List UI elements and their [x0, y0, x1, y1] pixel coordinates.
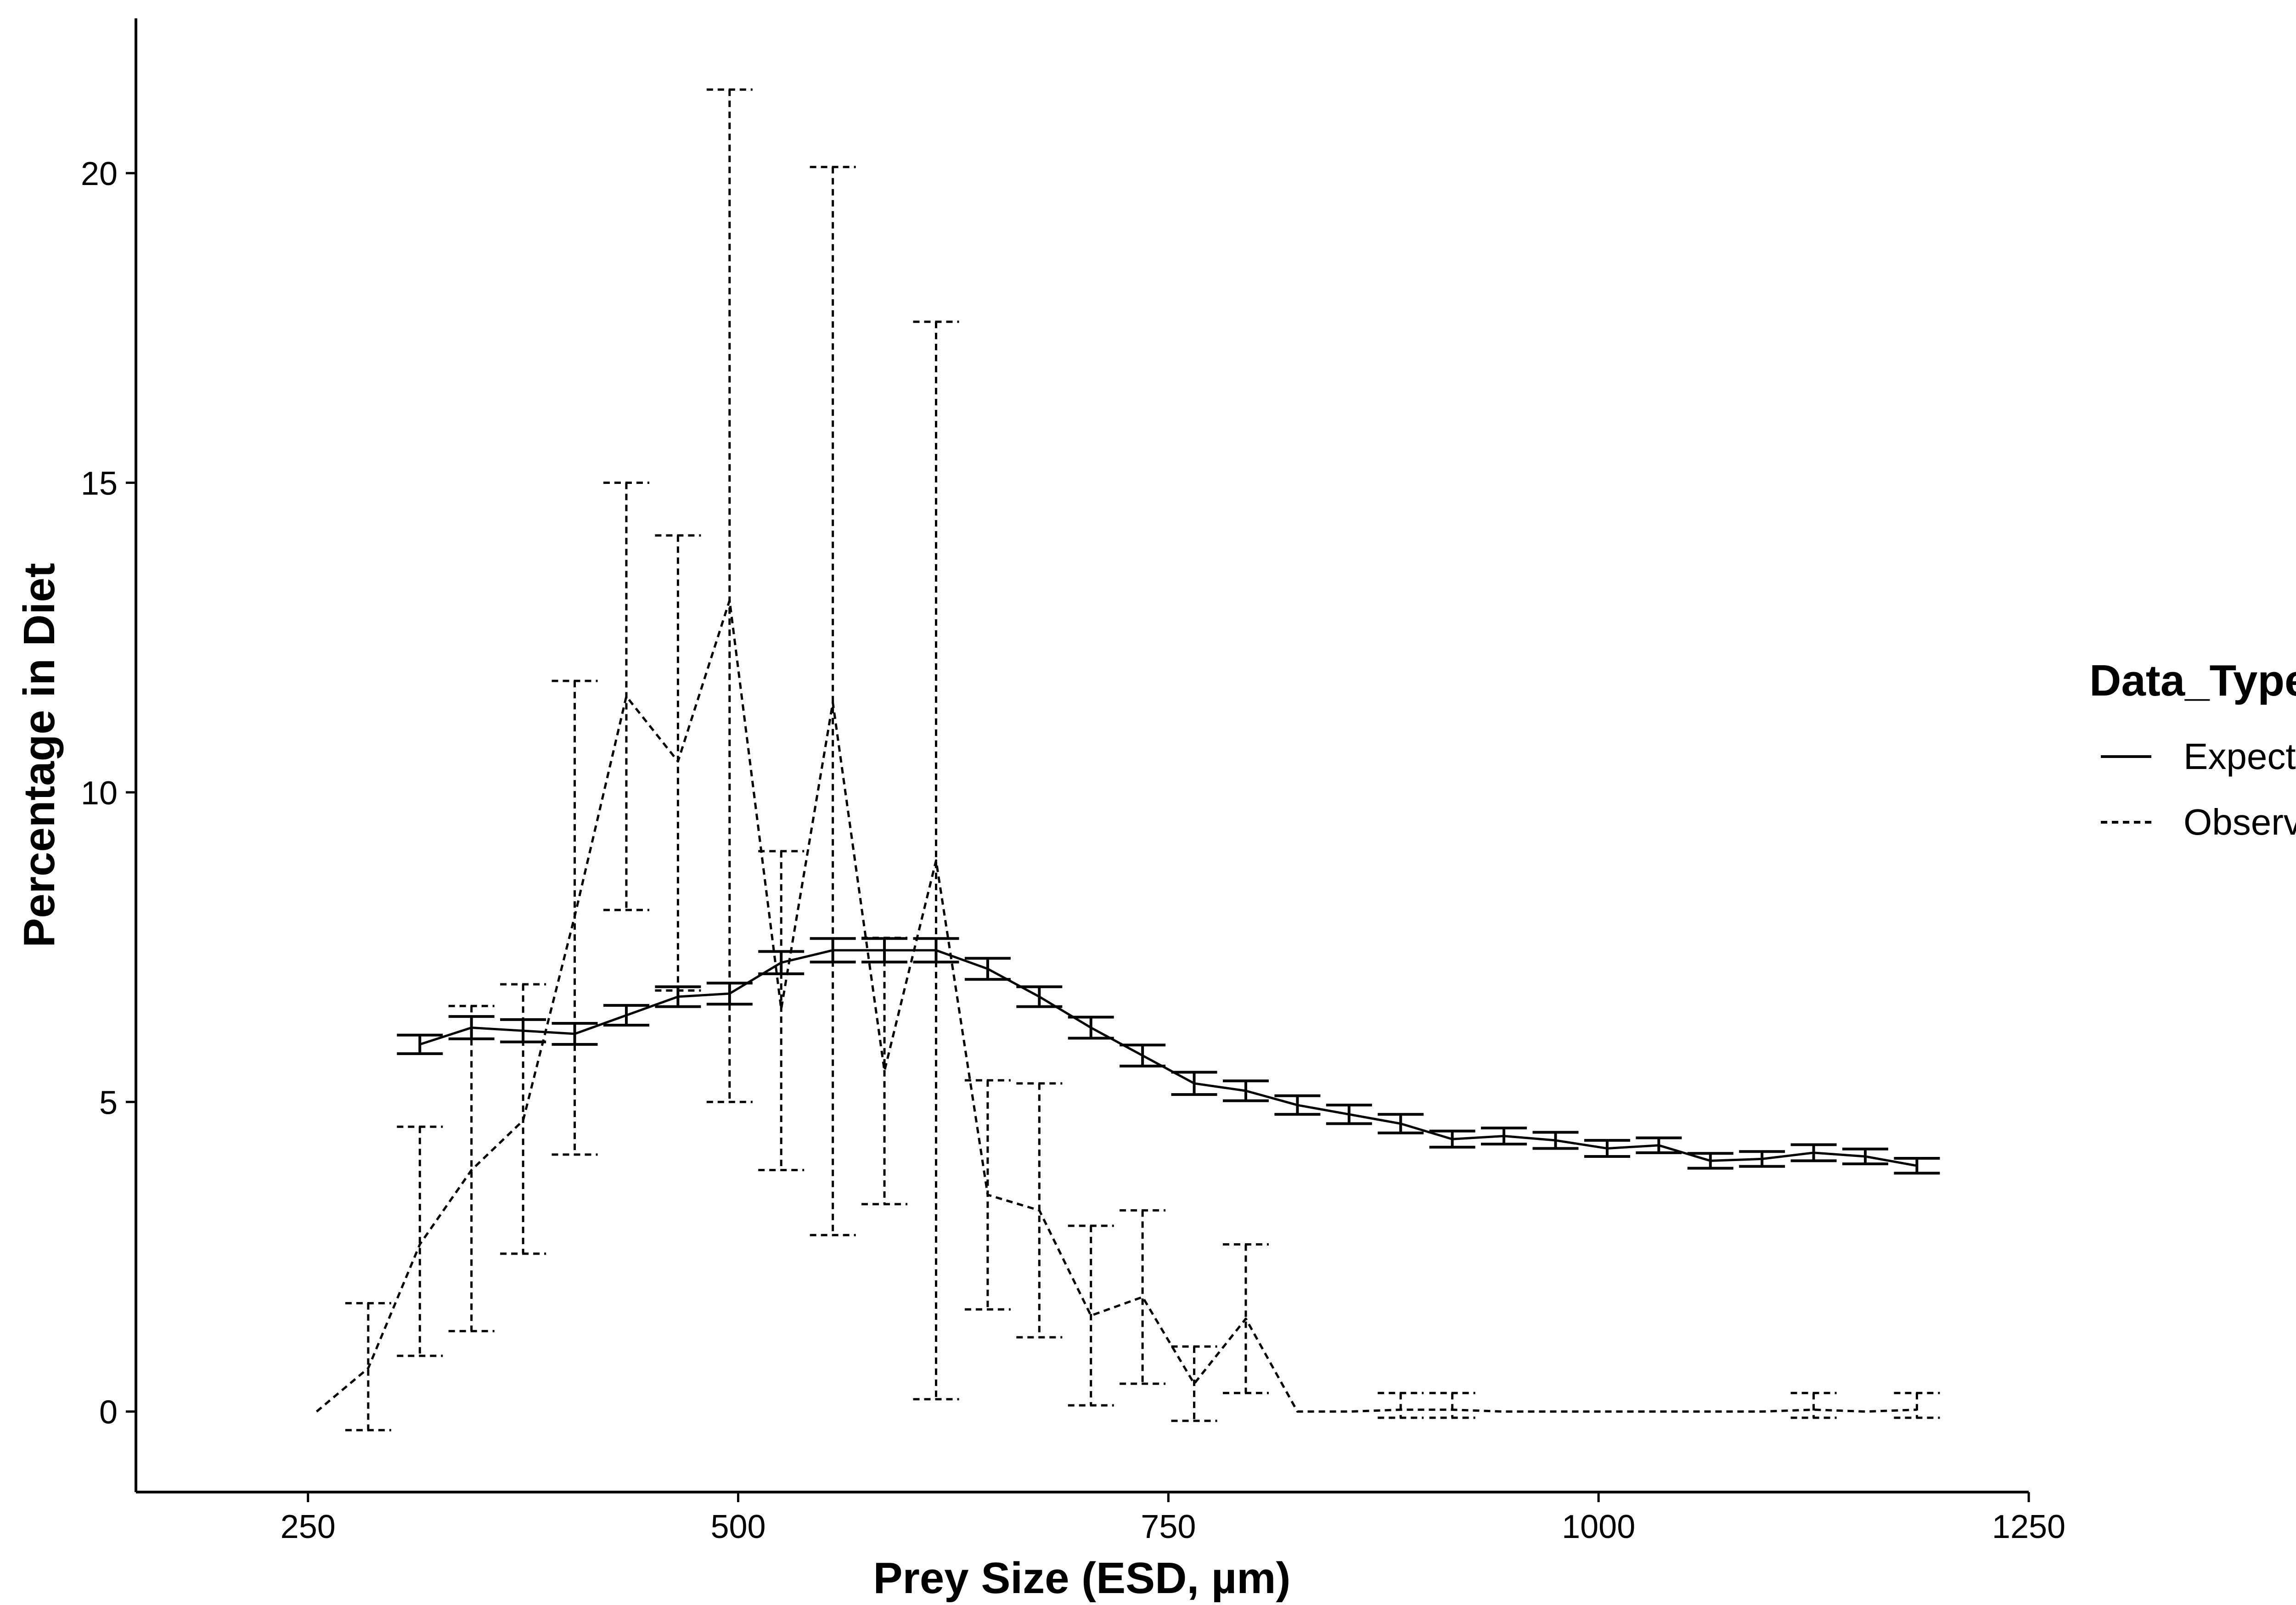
- x-tick-label: 500: [710, 1509, 765, 1545]
- x-tick-label: 250: [281, 1509, 336, 1545]
- x-tick-label: 1000: [1562, 1509, 1635, 1545]
- y-tick-label: 20: [81, 156, 118, 192]
- x-tick-label: 1250: [1992, 1509, 2065, 1545]
- y-tick-label: 5: [99, 1084, 118, 1121]
- error-bar-observed: [810, 166, 856, 1236]
- error-bar-observed: [1429, 1392, 1475, 1419]
- legend-label-expected: Expected: [2183, 736, 2296, 777]
- error-bar-observed: [1378, 1392, 1424, 1419]
- error-bar-observed: [448, 1005, 495, 1332]
- legend-label-observed: Observed: [2183, 802, 2296, 842]
- error-bar-observed: [706, 88, 753, 1103]
- error-bar-observed: [1171, 1345, 1217, 1422]
- legend: Data_Type Expected Observed: [2089, 656, 2296, 842]
- error-bar-observed: [861, 937, 908, 1206]
- x-axis-title: Prey Size (ESD, µm): [873, 1554, 1291, 1603]
- axes: [135, 18, 2029, 1493]
- x-tick-label: 750: [1141, 1509, 1196, 1545]
- line-observed: [315, 599, 1917, 1413]
- error-bar-observed: [397, 1125, 443, 1357]
- y-tick-label: 15: [81, 466, 118, 502]
- error-bar-observed: [913, 320, 959, 1401]
- error-bar-observed: [345, 1302, 391, 1431]
- legend-title: Data_Type: [2089, 656, 2296, 705]
- error-bar-observed: [1120, 1209, 1166, 1385]
- line-expected: [419, 949, 1917, 1167]
- x-ticks: 250 500 750 1000 1250: [281, 1492, 2065, 1545]
- error-bar-observed: [1068, 1224, 1114, 1407]
- y-tick-label: 10: [81, 775, 118, 812]
- error-bar-observed: [655, 534, 701, 992]
- error-bar-observed: [758, 850, 805, 1172]
- error-bar-observed: [1222, 1243, 1269, 1394]
- series-layer: [315, 88, 1940, 1431]
- series-expected: [397, 937, 1940, 1175]
- error-bar-observed: [603, 482, 649, 911]
- y-ticks: 0 5 10 15 20: [81, 156, 136, 1431]
- series-observed: [315, 88, 1940, 1431]
- error-bar-observed: [551, 679, 598, 1156]
- y-axis-title: Percentage in Diet: [15, 563, 64, 948]
- error-bar-observed: [1790, 1392, 1837, 1419]
- y-tick-label: 0: [99, 1394, 118, 1431]
- error-bar-observed: [1894, 1392, 1940, 1419]
